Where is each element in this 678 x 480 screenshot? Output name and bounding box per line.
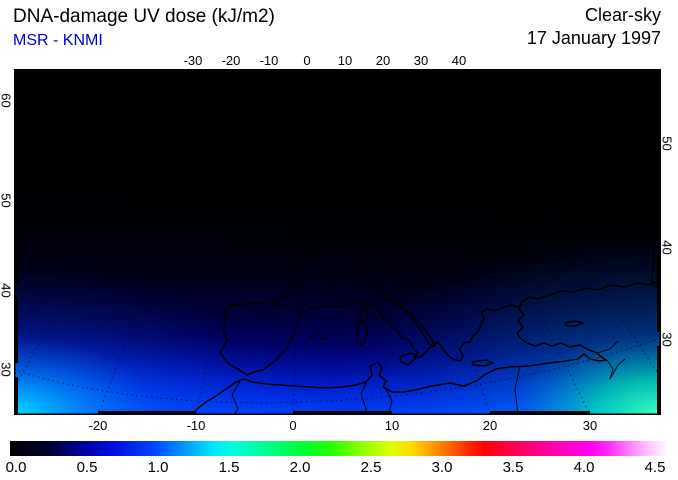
- graticule: [14, 69, 661, 415]
- bottom-axis-tick: 20: [482, 418, 498, 433]
- right-axis-tick: 40: [659, 240, 675, 255]
- top-axis-tick: 0: [303, 53, 311, 68]
- bottom-axis-tick: -10: [186, 418, 206, 433]
- date-label: 17 January 1997: [526, 28, 661, 48]
- top-axis-tick: -10: [259, 53, 279, 68]
- colorbar-tick: 1.5: [218, 459, 240, 476]
- colorbar-tick: 3.0: [431, 459, 453, 476]
- top-axis-tick: -20: [221, 53, 241, 68]
- colorbar-tick: 3.5: [502, 459, 524, 476]
- country-borders: [231, 228, 626, 415]
- top-axis-tick: 30: [413, 53, 429, 68]
- top-axis-tick: 10: [337, 53, 353, 68]
- bottom-axis-tick: 10: [384, 418, 400, 433]
- left-axis-tick: 50: [0, 193, 14, 208]
- colorbar-tick: 4.5: [644, 459, 666, 476]
- bottom-axis-tick: -20: [88, 418, 108, 433]
- bottom-axis-tick: 30: [582, 418, 598, 433]
- sky-condition-label: Clear-sky: [584, 5, 661, 25]
- uv-dose-map: [14, 69, 661, 415]
- coastlines: [195, 218, 661, 411]
- top-axis-tick: -30: [183, 53, 203, 68]
- colorbar-tick: 1.0: [147, 459, 169, 476]
- right-axis-tick: 50: [659, 136, 675, 151]
- right-axis-tick: 30: [659, 332, 675, 347]
- map-border-zebra: [14, 69, 661, 415]
- dose-field: [14, 69, 661, 415]
- colorbar-tick: 2.5: [360, 459, 382, 476]
- map-frame: [14, 69, 661, 415]
- left-axis-tick: 40: [0, 283, 14, 298]
- colorbar: [10, 441, 669, 456]
- colorbar-tick: 0.0: [5, 459, 27, 476]
- data-source-label: MSR - KNMI: [13, 32, 103, 49]
- colorbar-tick: 0.5: [76, 459, 98, 476]
- bottom-axis-tick: 0: [289, 418, 297, 433]
- top-axis-tick: 40: [451, 53, 467, 68]
- top-axis-tick: 20: [375, 53, 391, 68]
- page-title: DNA-damage UV dose (kJ/m2): [13, 6, 275, 27]
- colorbar-tick: 2.0: [289, 459, 311, 476]
- map-plot: [14, 69, 661, 415]
- left-axis-tick: 60: [0, 93, 14, 108]
- left-axis-tick: 30: [0, 362, 14, 377]
- colorbar-tick: 4.0: [573, 459, 595, 476]
